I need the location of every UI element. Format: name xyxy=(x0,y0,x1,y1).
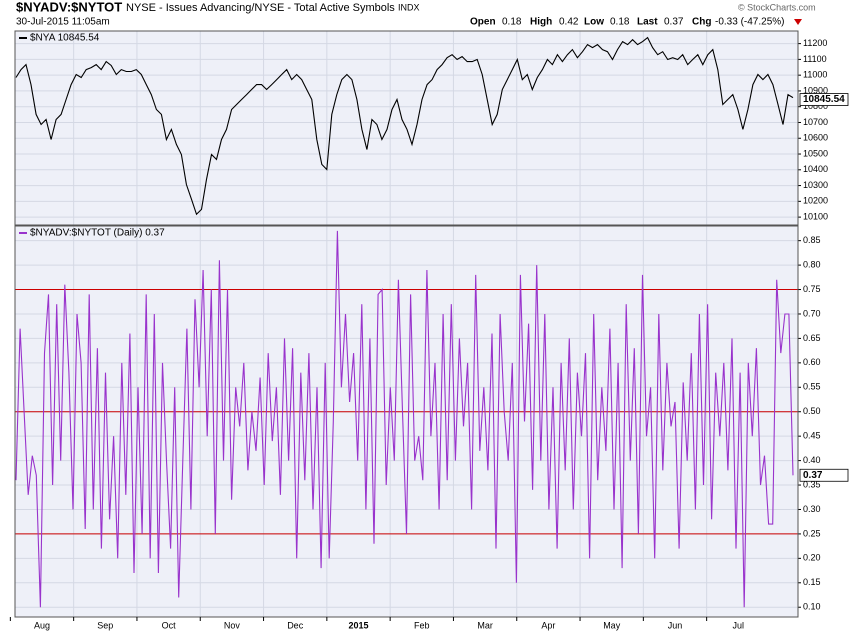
down-arrow xyxy=(794,19,802,25)
exchange: INDX xyxy=(398,2,420,12)
x-tick-label: Sep xyxy=(97,620,113,630)
y-tick-label: 10900 xyxy=(803,85,828,95)
y-tick-label: 10500 xyxy=(803,148,828,158)
last-value: 10845.54 xyxy=(803,94,845,105)
y-tick-label: 0.70 xyxy=(803,308,821,318)
x-tick-label: Mar xyxy=(477,620,493,630)
last-value-box xyxy=(799,93,849,106)
y-tick-label: 10700 xyxy=(803,117,828,127)
x-tick-label: Dec xyxy=(287,620,304,630)
last-label: Last xyxy=(637,17,658,28)
x-tick-label: Feb xyxy=(414,620,430,630)
description: NYSE - Issues Advancing/NYSE - Total Act… xyxy=(126,2,395,14)
x-tick-label: Oct xyxy=(162,620,177,630)
y-tick-label: 0.15 xyxy=(803,577,821,587)
x-tick-label: May xyxy=(603,620,621,630)
series-line xyxy=(15,36,794,216)
y-tick-label: 0.20 xyxy=(803,553,821,563)
x-tick-label: Jul xyxy=(733,620,745,630)
legend: $NYADV:$NYTOT (Daily) 0.37 xyxy=(30,228,165,239)
y-tick-label: 0.80 xyxy=(803,259,821,269)
y-tick-label: 10200 xyxy=(803,196,828,206)
symbol: $NYADV:$NYTOT xyxy=(16,0,122,14)
y-tick-label: 0.60 xyxy=(803,357,821,367)
open-label: Open xyxy=(470,17,496,28)
series-line xyxy=(15,230,794,608)
y-tick-label: 0.50 xyxy=(803,406,821,416)
y-tick-label: 10400 xyxy=(803,164,828,174)
y-tick-label: 10300 xyxy=(803,180,828,190)
y-tick-label: 0.30 xyxy=(803,504,821,514)
panel xyxy=(15,226,798,617)
x-tick-label: Jun xyxy=(668,620,683,630)
y-tick-label: 0.40 xyxy=(803,455,821,465)
last: 0.37 xyxy=(664,17,684,28)
y-tick-label: 11200 xyxy=(803,38,827,48)
y-tick-label: 11000 xyxy=(803,70,827,80)
panel-border xyxy=(14,225,799,618)
y-tick-label: 10600 xyxy=(803,133,828,143)
panel-border xyxy=(14,30,799,226)
y-tick-label: 0.55 xyxy=(803,382,821,392)
y-tick-label: 0.45 xyxy=(803,431,821,441)
y-tick-label: 0.25 xyxy=(803,528,821,538)
x-tick-label: Apr xyxy=(541,620,555,630)
x-tick-label: Aug xyxy=(34,620,50,630)
open: 0.18 xyxy=(502,17,522,28)
y-tick-label: 0.10 xyxy=(803,602,821,612)
y-tick-label: 10800 xyxy=(803,101,828,111)
y-tick-label: 0.65 xyxy=(803,333,821,343)
last-value-box xyxy=(799,468,849,482)
timestamp: 30-Jul-2015 11:05am xyxy=(16,17,110,28)
last-value: 0.37 xyxy=(803,470,823,481)
x-tick-label: 2015 xyxy=(348,620,368,630)
y-tick-label: 0.75 xyxy=(803,284,821,294)
y-tick-label: 0.85 xyxy=(803,235,821,245)
chg-label: Chg xyxy=(692,17,711,28)
y-tick-label: 0.35 xyxy=(803,479,821,489)
low-label: Low xyxy=(584,17,604,28)
high: 0.42 xyxy=(559,17,579,28)
x-tick-label: Nov xyxy=(224,620,241,630)
legend: $NYA 10845.54 xyxy=(30,33,100,44)
low: 0.18 xyxy=(610,17,630,28)
chg: -0.33 (-47.25%) xyxy=(715,17,784,28)
y-tick-label: 11100 xyxy=(803,54,827,64)
y-tick-label: 10100 xyxy=(803,211,828,221)
high-label: High xyxy=(530,17,552,28)
credit: © StockCharts.com xyxy=(738,2,816,12)
